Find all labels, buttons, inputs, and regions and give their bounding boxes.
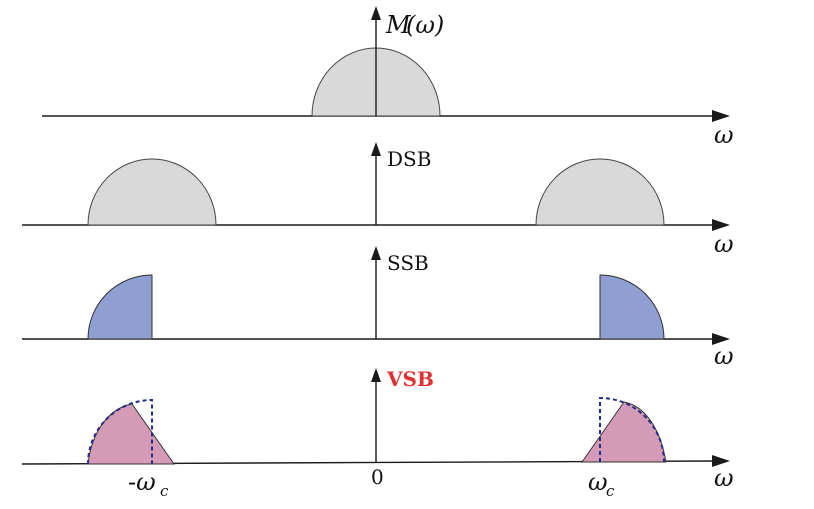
dsb-axis-arrow [712,219,730,231]
vsb-dashed-outline-positive [599,396,665,463]
ssb-axis-label: ω [714,342,734,370]
panel-dsb: DSB ω [22,142,734,258]
vsb-vertical-arrow [371,368,381,382]
vsb-axis-arrow [712,455,730,467]
tick-pos-carrier-sub: c [606,482,615,500]
ssb-vertical-arrow [371,246,381,260]
dsb-axis-label: ω [714,230,734,258]
tick-neg-carrier: -ω [128,468,156,496]
vsb-label: VSB [386,367,434,391]
tick-pos-carrier: ω [588,468,608,496]
baseband-axis-arrow [712,110,730,122]
dsb-vertical-arrow [371,142,381,156]
tick-zero: 0 [371,465,384,489]
ssb-lobe-positive [599,274,665,340]
panel-ssb: SSB ω [22,246,734,370]
dsb-label: DSB [387,147,431,171]
ssb-lobe-negative [87,274,153,340]
vsb-axis-label: ω [714,464,734,492]
vsb-dashed-outline-negative [87,398,153,465]
baseband-label-m: M [385,11,412,39]
baseband-vertical-arrow [371,6,381,20]
panel-vsb: VSB -ω c 0 ω c ω [21,367,734,500]
baseband-label-omega: (ω) [406,11,444,39]
baseband-axis-label: ω [714,121,734,149]
vsb-lobe-positive [581,401,667,463]
panel-baseband: M (ω) ω [42,6,734,149]
vsb-lobe-negative [87,403,175,465]
dsb-lobe-negative [87,158,217,226]
ssb-label: SSB [387,251,429,275]
dsb-lobe-positive [535,158,665,226]
tick-neg-carrier-sub: c [160,482,169,500]
ssb-axis-arrow [712,333,730,345]
